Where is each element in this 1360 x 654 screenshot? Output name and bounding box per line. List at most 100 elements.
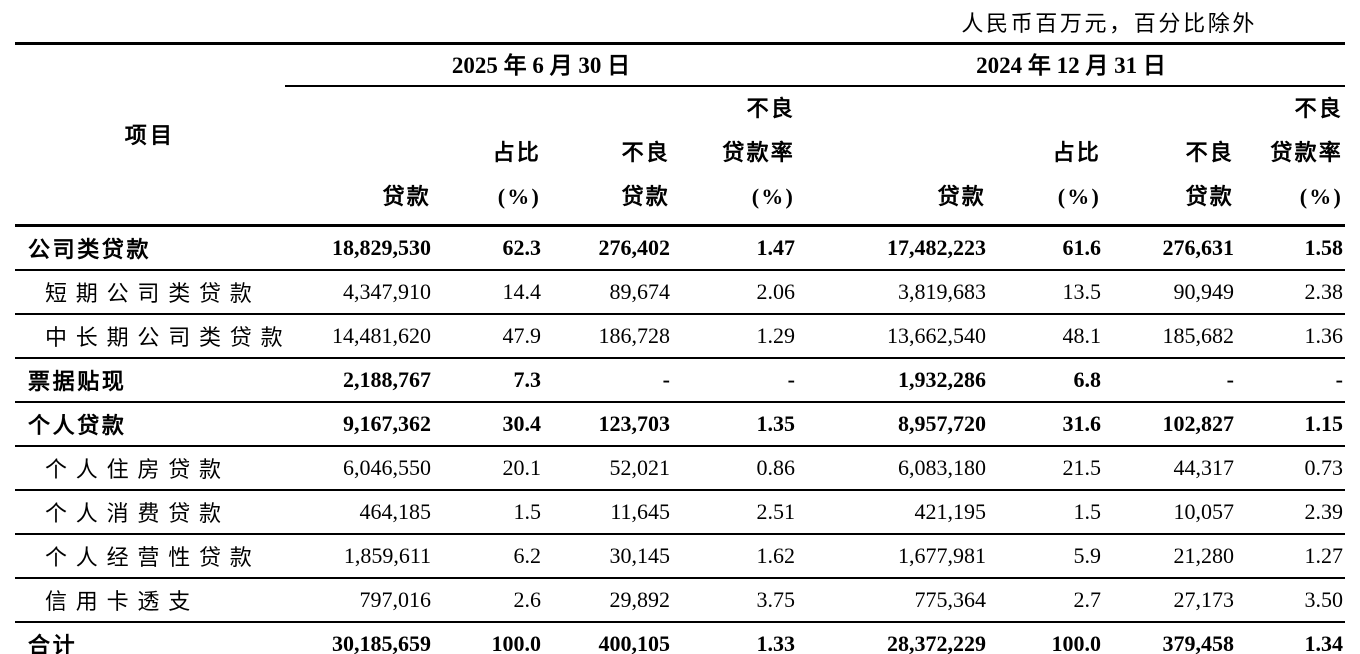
- col-header-loans-2025: 贷款: [285, 85, 433, 227]
- col-header-loans-2024: 贷款: [797, 85, 988, 227]
- cell-value: 1.34: [1236, 620, 1345, 654]
- cell-value: 276,402: [543, 224, 672, 270]
- row-label: 个人消费贷款: [15, 488, 285, 534]
- table-row: 个人经营性贷款 1,859,611 6.2 30,145 1.62 1,677,…: [15, 532, 1345, 578]
- cell-value: 2.38: [1236, 268, 1345, 314]
- cell-value: 29,892: [543, 576, 672, 622]
- cell-value: 14,481,620: [285, 312, 433, 358]
- row-label: 公司类贷款: [15, 224, 285, 270]
- cell-value: 6,046,550: [285, 444, 433, 490]
- cell-value: 3.75: [672, 576, 797, 622]
- cell-value: 13.5: [988, 268, 1103, 314]
- cell-value: 9,167,362: [285, 400, 433, 446]
- cell-value: 2.6: [433, 576, 543, 622]
- cell-value: 18,829,530: [285, 224, 433, 270]
- table-row: 个人消费贷款 464,185 1.5 11,645 2.51 421,195 1…: [15, 488, 1345, 534]
- cell-value: 2.51: [672, 488, 797, 534]
- cell-value: 27,173: [1103, 576, 1236, 622]
- cell-value: 379,458: [1103, 620, 1236, 654]
- row-label: 中长期公司类贷款: [15, 312, 285, 358]
- col-header-npl-2025: 不良 贷款: [543, 85, 672, 227]
- cell-value: 14.4: [433, 268, 543, 314]
- cell-value: 5.9: [988, 532, 1103, 578]
- row-label: 个人经营性贷款: [15, 532, 285, 578]
- cell-value: 1.47: [672, 224, 797, 270]
- cell-value: 30,185,659: [285, 620, 433, 654]
- cell-value: 1.36: [1236, 312, 1345, 358]
- cell-value: 1.27: [1236, 532, 1345, 578]
- table-header: 项目 2025 年 6 月 30 日 2024 年 12 月 31 日 贷款 占…: [15, 43, 1345, 227]
- table-row: 短期公司类贷款 4,347,910 14.4 89,674 2.06 3,819…: [15, 268, 1345, 314]
- row-label: 信用卡透支: [15, 576, 285, 622]
- cell-value: 1.35: [672, 400, 797, 446]
- cell-value: 400,105: [543, 620, 672, 654]
- cell-value: 30.4: [433, 400, 543, 446]
- cell-value: 62.3: [433, 224, 543, 270]
- cell-value: 44,317: [1103, 444, 1236, 490]
- cell-value: 20.1: [433, 444, 543, 490]
- col-header-npl-ratio-2025: 不良 贷款率 (%): [672, 85, 797, 227]
- currency-unit-note: 人民币百万元，百分比除外: [961, 11, 1257, 36]
- cell-value: 100.0: [988, 620, 1103, 654]
- cell-value: -: [543, 356, 672, 402]
- cell-value: 1.62: [672, 532, 797, 578]
- col-header-npl-2024: 不良 贷款: [1103, 85, 1236, 227]
- cell-value: 31.6: [988, 400, 1103, 446]
- cell-value: 90,949: [1103, 268, 1236, 314]
- table-row: 个人贷款 9,167,362 30.4 123,703 1.35 8,957,7…: [15, 400, 1345, 446]
- table-row: 合计 30,185,659 100.0 400,105 1.33 28,372,…: [15, 620, 1345, 654]
- cell-value: 1.58: [1236, 224, 1345, 270]
- cell-value: -: [672, 356, 797, 402]
- cell-value: 185,682: [1103, 312, 1236, 358]
- cell-value: 797,016: [285, 576, 433, 622]
- cell-value: 2.06: [672, 268, 797, 314]
- cell-value: 276,631: [1103, 224, 1236, 270]
- col-header-share-2024: 占比 (%): [988, 85, 1103, 227]
- item-column-header: 项目: [15, 43, 285, 227]
- cell-value: -: [1236, 356, 1345, 402]
- cell-value: 11,645: [543, 488, 672, 534]
- cell-value: 21,280: [1103, 532, 1236, 578]
- table-row: 信用卡透支 797,016 2.6 29,892 3.75 775,364 2.…: [15, 576, 1345, 622]
- table-row: 个人住房贷款 6,046,550 20.1 52,021 0.86 6,083,…: [15, 444, 1345, 490]
- cell-value: 102,827: [1103, 400, 1236, 446]
- cell-value: 1,859,611: [285, 532, 433, 578]
- cell-value: 6,083,180: [797, 444, 988, 490]
- cell-value: 186,728: [543, 312, 672, 358]
- cell-value: 30,145: [543, 532, 672, 578]
- column-header-row: 贷款 占比 (%) 不良 贷款 不良 贷款率 (%) 贷款 占比 (%) 不良 …: [15, 85, 1345, 227]
- row-label: 合计: [15, 620, 285, 654]
- cell-value: 1.5: [988, 488, 1103, 534]
- row-label: 个人住房贷款: [15, 444, 285, 490]
- cell-value: 100.0: [433, 620, 543, 654]
- cell-value: 2.7: [988, 576, 1103, 622]
- table-row: 公司类贷款 18,829,530 62.3 276,402 1.47 17,48…: [15, 224, 1345, 270]
- cell-value: 1.29: [672, 312, 797, 358]
- cell-value: 3.50: [1236, 576, 1345, 622]
- cell-value: 1.5: [433, 488, 543, 534]
- cell-value: 89,674: [543, 268, 672, 314]
- table-row: 中长期公司类贷款 14,481,620 47.9 186,728 1.29 13…: [15, 312, 1345, 358]
- cell-value: 0.73: [1236, 444, 1345, 490]
- date-header-row: 项目 2025 年 6 月 30 日 2024 年 12 月 31 日: [15, 43, 1345, 227]
- period-header-2024: 2024 年 12 月 31 日: [797, 43, 1345, 87]
- cell-value: 6.8: [988, 356, 1103, 402]
- cell-value: 1,932,286: [797, 356, 988, 402]
- cell-value: 52,021: [543, 444, 672, 490]
- cell-value: 47.9: [433, 312, 543, 358]
- cell-value: -: [1103, 356, 1236, 402]
- cell-value: 61.6: [988, 224, 1103, 270]
- cell-value: 0.86: [672, 444, 797, 490]
- cell-value: 1.33: [672, 620, 797, 654]
- cell-value: 4,347,910: [285, 268, 433, 314]
- cell-value: 123,703: [543, 400, 672, 446]
- cell-value: 21.5: [988, 444, 1103, 490]
- cell-value: 13,662,540: [797, 312, 988, 358]
- col-header-npl-ratio-2024: 不良 贷款率 (%): [1236, 85, 1345, 227]
- row-label: 票据贴现: [15, 356, 285, 402]
- cell-value: 421,195: [797, 488, 988, 534]
- cell-value: 17,482,223: [797, 224, 988, 270]
- cell-value: 464,185: [285, 488, 433, 534]
- cell-value: 28,372,229: [797, 620, 988, 654]
- row-label: 短期公司类贷款: [15, 268, 285, 314]
